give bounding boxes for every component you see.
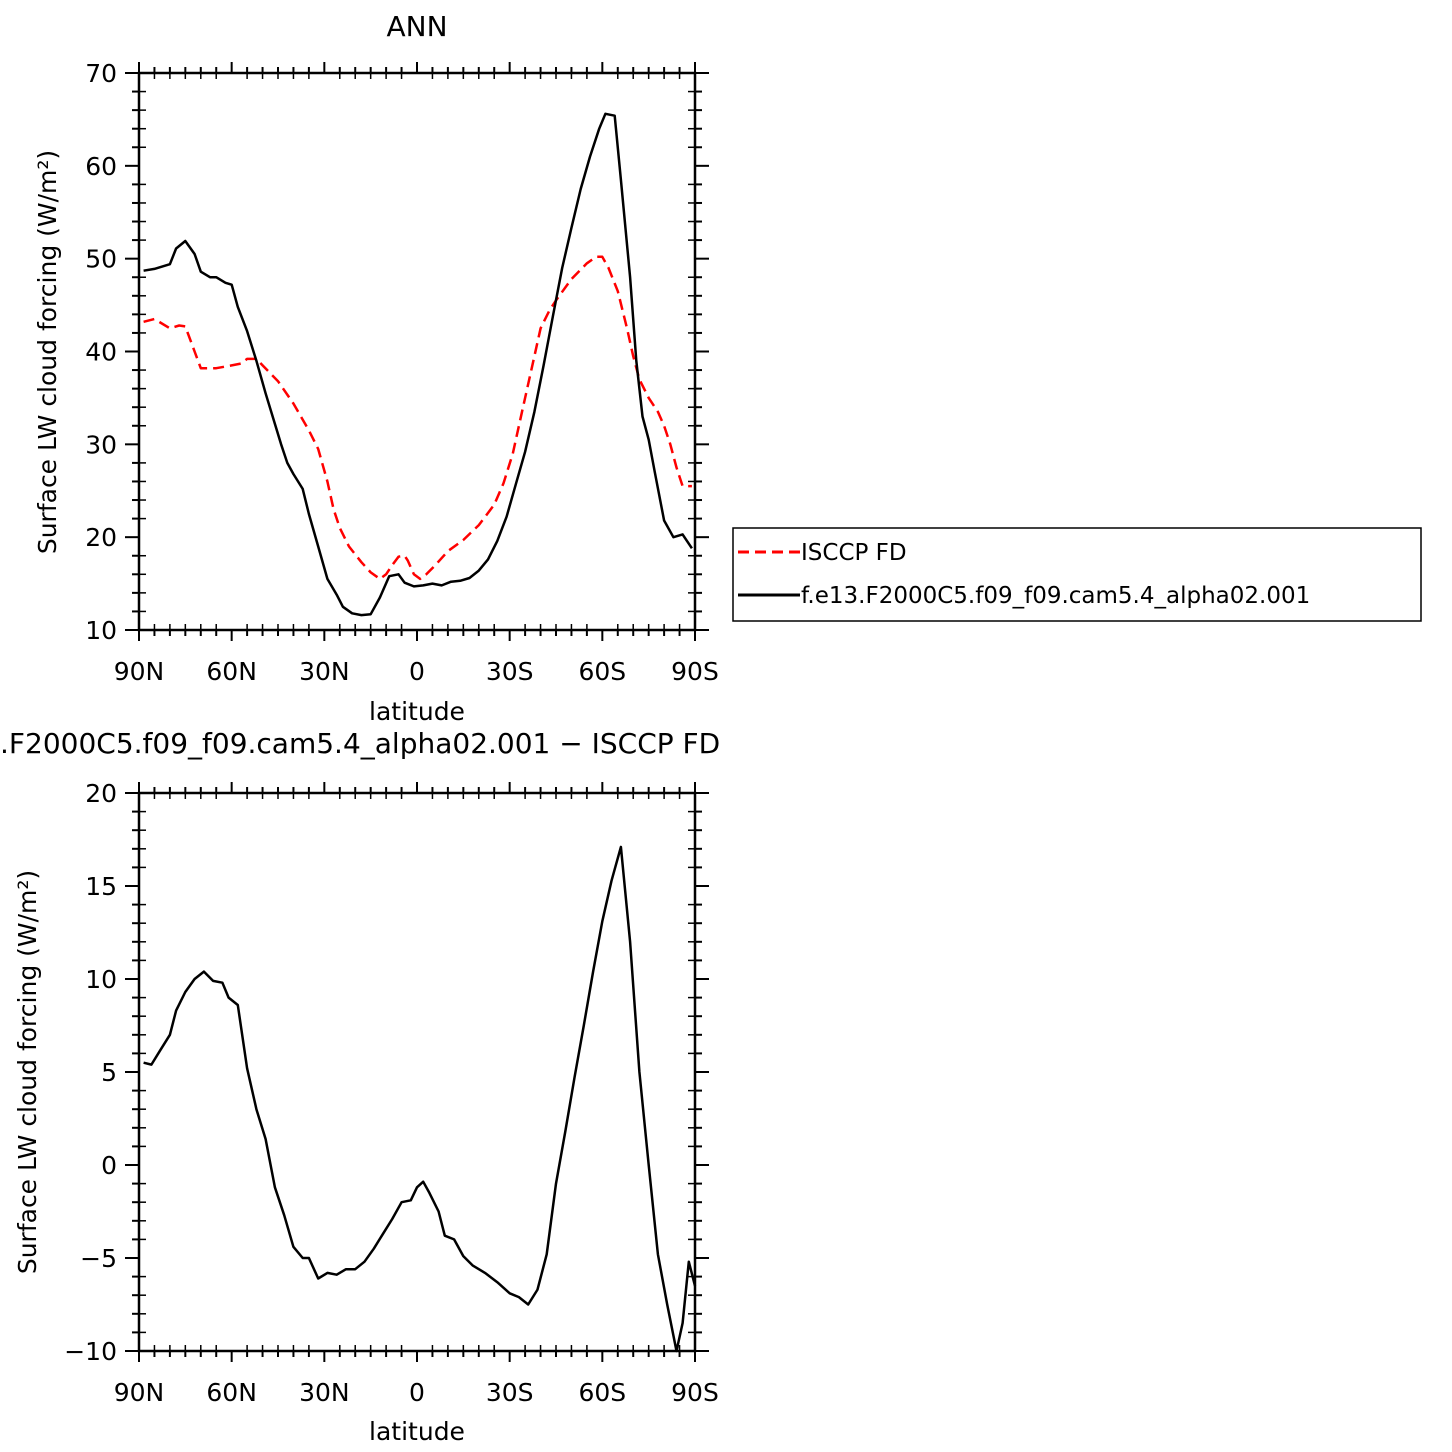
top-plot-title: ANN (386, 10, 447, 43)
top-x-tick-label: 30S (486, 657, 534, 686)
bottom-x-tick-label: 30N (299, 1378, 350, 1407)
top-y-tick-label: 30 (85, 430, 117, 459)
bottom-x-tick-label: 0 (409, 1378, 425, 1407)
top-plot-frame (137, 71, 697, 632)
top-y-tick-label: 70 (85, 59, 117, 88)
bottom-x-axis-title: latitude (369, 1417, 465, 1446)
legend-box (732, 527, 1422, 622)
bottom-y-tick-label: 0 (101, 1151, 117, 1180)
bottom-y-tick-label: 5 (101, 1058, 117, 1087)
top-x-tick-label: 60N (206, 657, 257, 686)
top-y-tick-label: 60 (85, 152, 117, 181)
top-plot: ANN latitude Surface LW cloud forcing (W… (33, 10, 719, 726)
legend: ISCCP FD f.e13.F2000C5.f09_f09.cam5.4_al… (732, 527, 1422, 622)
top-y-tick-label: 40 (85, 338, 117, 367)
bottom-y-tick-label: 15 (85, 872, 117, 901)
top-y-tick-label: 20 (85, 523, 117, 552)
top-x-tick-label: 0 (409, 657, 425, 686)
bottom-y-tick-label: −10 (64, 1337, 117, 1366)
bottom-y-tick-label: −5 (80, 1244, 117, 1273)
top-x-tick-label: 60S (578, 657, 626, 686)
bottom-y-tick-label: 20 (85, 779, 117, 808)
top-x-tick-label: 90N (114, 657, 165, 686)
bottom-y-axis-title: Surface LW cloud forcing (W/m²) (13, 870, 42, 1274)
top-x-tick-label: 30N (299, 657, 350, 686)
top-series-line-1 (143, 112, 693, 617)
bottom-plot: .F2000C5.f09_f09.cam5.4_alpha02.001 − IS… (0, 727, 720, 1446)
bottom-x-tick-label: 90N (114, 1378, 165, 1407)
bottom-x-tick-label: 90S (671, 1378, 719, 1407)
bottom-x-tick-label: 30S (486, 1378, 534, 1407)
top-series-line-0 (143, 255, 692, 581)
bottom-series-line-0 (143, 845, 697, 1353)
top-x-tick-label: 90S (671, 657, 719, 686)
top-y-tick-label: 50 (85, 245, 117, 274)
top-y-axis-title: Surface LW cloud forcing (W/m²) (33, 150, 62, 554)
bottom-x-tick-label: 60S (578, 1378, 626, 1407)
legend-label-isccp: ISCCP FD (801, 540, 907, 566)
bottom-plot-title: .F2000C5.f09_f09.cam5.4_alpha02.001 − IS… (0, 727, 720, 760)
legend-label-model: f.e13.F2000C5.f09_f09.cam5.4_alpha02.001 (801, 583, 1310, 609)
bottom-y-tick-label: 10 (85, 965, 117, 994)
top-x-axis-title: latitude (369, 697, 465, 726)
bottom-x-tick-label: 60N (206, 1378, 257, 1407)
top-y-tick-label: 10 (85, 616, 117, 645)
